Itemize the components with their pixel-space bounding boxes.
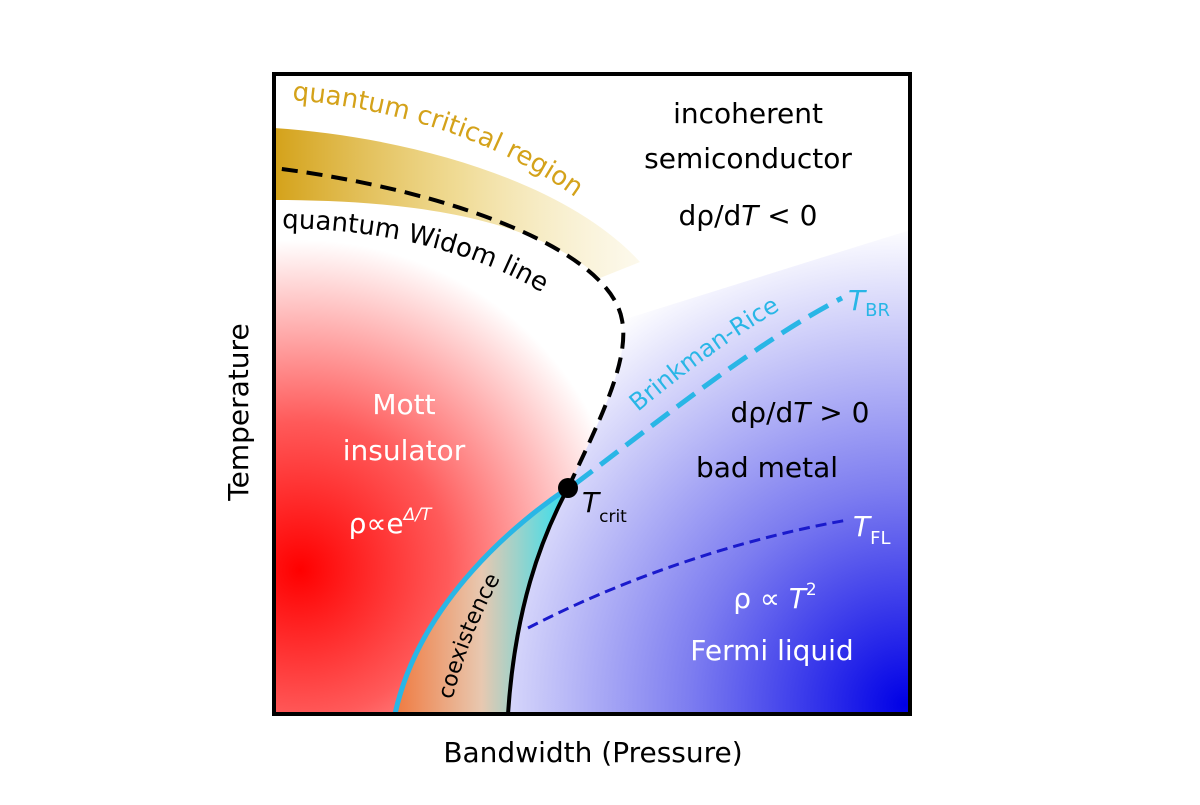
- bad-metal-label: bad metal: [696, 451, 838, 484]
- x-axis-label: Bandwidth (Pressure): [443, 736, 742, 769]
- semiconductor-label: semiconductor: [644, 142, 852, 175]
- t-crit-label: Tcrit: [582, 486, 627, 527]
- drho-dt-positive: dρ/dT > 0: [731, 396, 870, 429]
- metal-region: [508, 230, 910, 714]
- incoherent-label: incoherent: [673, 97, 823, 130]
- brinkman-rice-line: [573, 295, 844, 486]
- spinodal-line: [392, 485, 570, 715]
- mott-label: Mott: [372, 388, 435, 421]
- quantum-critical-band: [274, 128, 640, 278]
- plot-frame: [272, 72, 912, 716]
- fermi-liquid-label: Fermi liquid: [690, 634, 853, 667]
- fermi-liquid-resistivity: ρ ∝ T2: [733, 580, 817, 615]
- coexistence-region: [395, 488, 568, 714]
- widom-line: [273, 166, 626, 489]
- first-order-line: [506, 487, 570, 715]
- drho-dt-negative: dρ/dT < 0: [679, 199, 818, 232]
- insulator-label: insulator: [343, 434, 466, 467]
- critical-point: [558, 478, 578, 498]
- y-axis-label: Temperature: [222, 323, 255, 501]
- t-fl-label: TFL: [853, 510, 891, 549]
- t-br-label: TBR: [848, 284, 890, 321]
- mott-resistivity: ρ∝eΔ/T: [349, 505, 433, 540]
- mott-insulator-region: [274, 168, 624, 714]
